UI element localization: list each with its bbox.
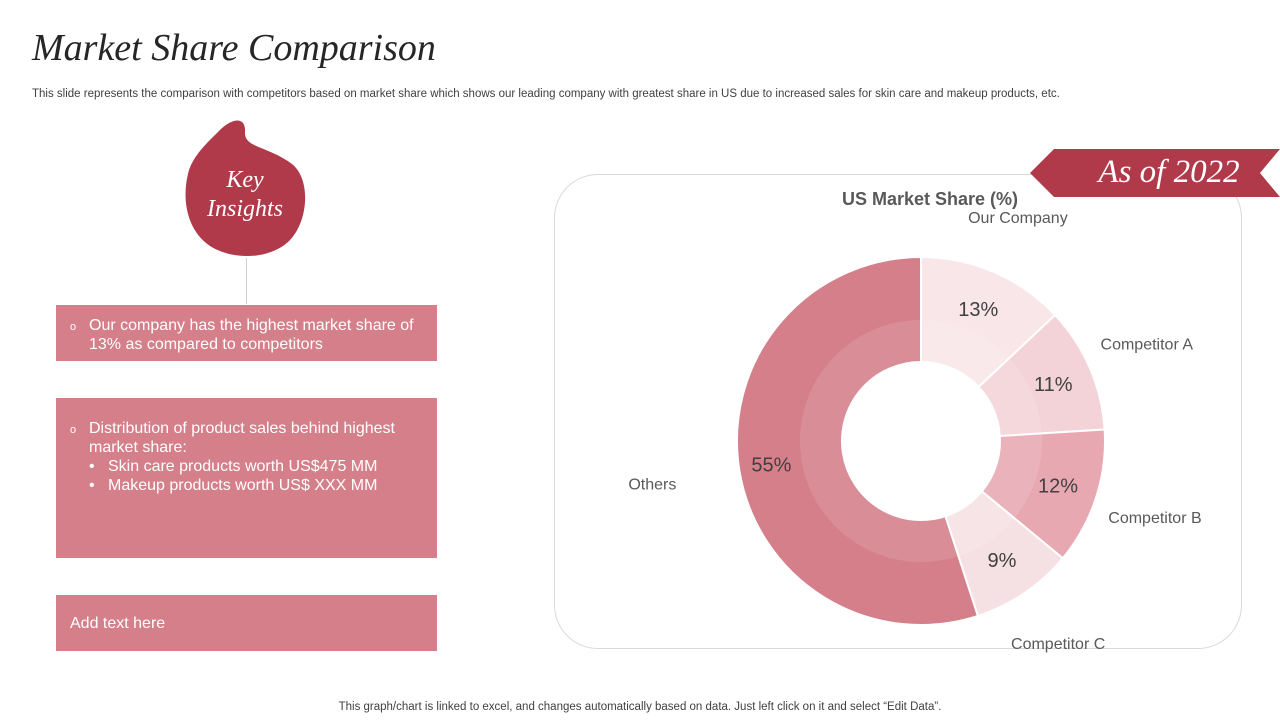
chart-title: US Market Share (%) bbox=[841, 189, 1019, 209]
donut-inner-band-competitor-c bbox=[945, 491, 1015, 557]
donut-inner-band-competitor-b bbox=[981, 433, 1042, 519]
category-label-competitor-c: Competitor C bbox=[1011, 636, 1105, 653]
circle-bullet-icon: o bbox=[70, 321, 77, 333]
blob-shape bbox=[185, 120, 306, 257]
dot-bullet-icon: • bbox=[89, 458, 95, 475]
donut-slice-others[interactable] bbox=[736, 255, 980, 626]
data-label-competitor-c: 9% bbox=[988, 550, 1017, 572]
data-label-others: 55% bbox=[751, 455, 791, 477]
insight-card-1-text: Our company has the highest market share… bbox=[89, 317, 414, 353]
insight-card-3-text: Add text here bbox=[70, 615, 166, 632]
key-insights-badge: Key Insights bbox=[180, 118, 314, 260]
connector-line bbox=[246, 258, 247, 304]
as-of-ribbon: As of 2022 bbox=[1030, 149, 1280, 197]
insight-card-2[interactable]: o Distribution of product sales behind h… bbox=[56, 398, 437, 558]
data-label-competitor-b: 12% bbox=[1038, 476, 1078, 498]
donut-inner-band-others bbox=[799, 320, 959, 563]
key-insights-line2: Insights bbox=[206, 196, 283, 222]
insight-card-2-text: Distribution of product sales behind hig… bbox=[89, 420, 395, 456]
category-label-competitor-a: Competitor A bbox=[1101, 336, 1194, 353]
category-label-our-company: Our Company bbox=[968, 210, 1068, 227]
footer-note: This graph/chart is linked to excel, and… bbox=[338, 701, 942, 713]
category-label-competitor-b: Competitor B bbox=[1108, 510, 1201, 527]
insight-card-3[interactable]: Add text here bbox=[56, 595, 437, 651]
category-label-others: Others bbox=[628, 477, 676, 494]
insight-card-1[interactable]: o Our company has the highest market sha… bbox=[56, 305, 437, 361]
page-title: Market Share Comparison bbox=[32, 27, 436, 69]
list-item: • Makeup products worth US$ XXX MM bbox=[89, 476, 425, 495]
circle-bullet-icon: o bbox=[70, 424, 77, 436]
as-of-label: As of 2022 bbox=[1098, 154, 1240, 190]
list-item-text: Makeup products worth US$ XXX MM bbox=[108, 477, 378, 494]
dot-bullet-icon: • bbox=[89, 477, 95, 494]
page-subtitle: This slide represents the comparison wit… bbox=[32, 88, 1060, 100]
donut-inner-band-competitor-a bbox=[978, 358, 1042, 437]
key-insights-line1: Key bbox=[226, 167, 264, 193]
donut-slice-our-company[interactable] bbox=[920, 255, 1057, 389]
list-item: • Skin care products worth US$475 MM bbox=[89, 457, 425, 476]
key-insights-heading: Key Insights bbox=[180, 166, 310, 224]
list-item-text: Skin care products worth US$475 MM bbox=[108, 458, 378, 475]
insight-sub-list: • Skin care products worth US$475 MM • M… bbox=[89, 457, 425, 495]
data-label-our-company: 13% bbox=[958, 299, 998, 321]
donut-inner-band-our-company bbox=[921, 320, 1010, 387]
data-label-competitor-a: 11% bbox=[1034, 374, 1073, 396]
ribbon-shape bbox=[1030, 149, 1280, 197]
